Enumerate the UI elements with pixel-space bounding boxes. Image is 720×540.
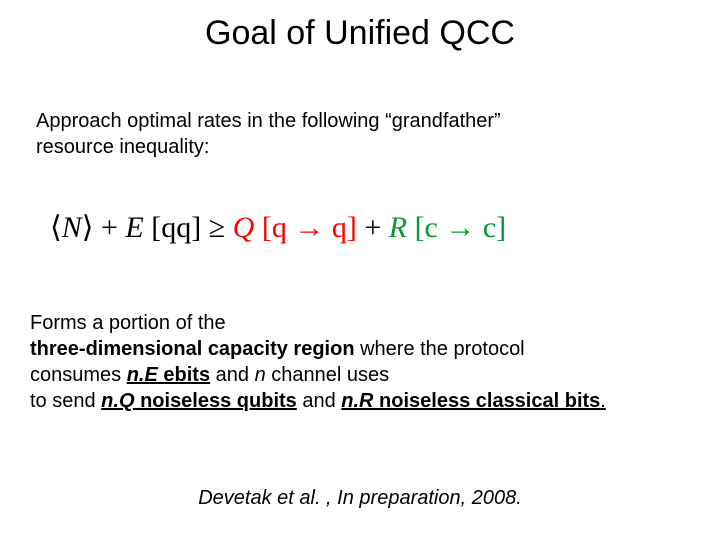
eq-E-bracket: [qq] xyxy=(144,211,201,244)
body-l3c: and xyxy=(210,364,254,386)
body-l1: Forms a portion of the xyxy=(30,312,226,334)
eq-plus-1: + xyxy=(93,211,125,244)
body-l3b-rest: ebits xyxy=(158,364,210,386)
body-l2b: where the protocol xyxy=(355,338,525,360)
slide: Goal of Unified QCC Approach optimal rat… xyxy=(0,0,720,540)
eq-plus-2: + xyxy=(357,211,389,244)
eq-rangle: ⟩ xyxy=(82,211,94,244)
eq-R-bracket: [c → c] xyxy=(407,211,506,244)
body-l4e: . xyxy=(600,390,606,412)
body-l2a: three-dimensional capacity region xyxy=(30,338,355,360)
body-l4d-i: n.R xyxy=(341,390,373,412)
body-l3d: n xyxy=(255,364,266,386)
eq-geq: ≥ xyxy=(201,211,232,244)
body-l4c: and xyxy=(297,390,341,412)
body-l3e: channel uses xyxy=(266,364,389,386)
body-paragraph: Forms a portion of the three-dimensional… xyxy=(30,310,690,414)
intro-paragraph: Approach optimal rates in the following … xyxy=(36,108,684,160)
body-l3b-i: n.E xyxy=(127,364,158,386)
body-l4a: to send xyxy=(30,390,101,412)
body-l4b-rest: noiseless qubits xyxy=(135,390,297,412)
intro-line-1: Approach optimal rates in the following … xyxy=(36,110,501,132)
eq-Q-bracket: [q → q] xyxy=(254,211,356,244)
body-l4b-i: n.Q xyxy=(101,390,134,412)
resource-inequality-equation: ⟨N⟩ + E [qq] ≥ Q [q → q] + R [c → c] xyxy=(50,210,506,245)
eq-N: N xyxy=(62,211,82,244)
body-l4d-rest: noiseless classical bits xyxy=(373,390,600,412)
slide-title: Goal of Unified QCC xyxy=(0,0,720,53)
eq-Q: Q xyxy=(233,211,255,244)
citation: Devetak et al. , In preparation, 2008. xyxy=(0,487,720,510)
eq-langle: ⟨ xyxy=(50,211,62,244)
eq-R: R xyxy=(389,211,407,244)
eq-E: E xyxy=(125,211,143,244)
body-l3a: consumes xyxy=(30,364,127,386)
intro-line-2: resource inequality: xyxy=(36,136,209,158)
